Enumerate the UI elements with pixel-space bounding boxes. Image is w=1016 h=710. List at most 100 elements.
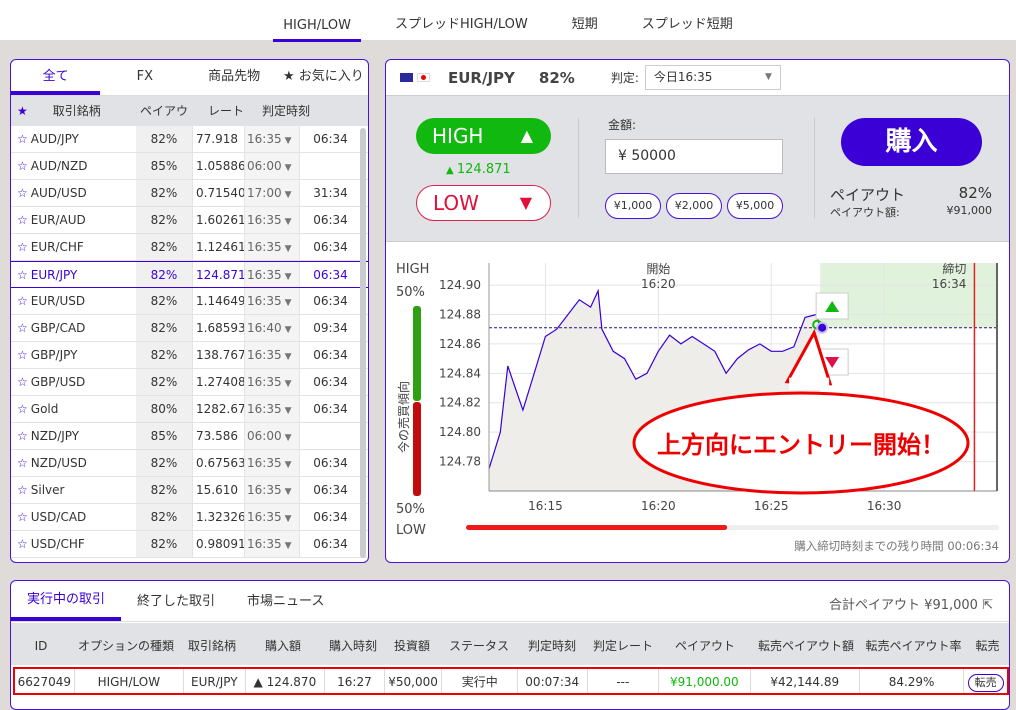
- asset-row[interactable]: ☆ USD/CHF 82% 0.98091 16:35 ▼ 06:34: [11, 531, 368, 558]
- expiry-select[interactable]: 今日16:35 ▼: [644, 65, 781, 90]
- expiry-select[interactable]: 16:35 ▼: [244, 396, 299, 422]
- expiry-select[interactable]: 16:35 ▼: [244, 207, 299, 233]
- expiry-select[interactable]: 16:35 ▼: [244, 477, 299, 503]
- asset-row[interactable]: ☆ AUD/USD 82% 0.71540 17:00 ▼ 31:34: [11, 180, 368, 207]
- expiry-select[interactable]: 16:35 ▼: [244, 288, 299, 314]
- favorite-star-icon[interactable]: ☆: [17, 321, 28, 335]
- remaining-time-label: 購入締切時刻までの残り時間 00:06:34: [794, 539, 999, 553]
- tab-positions[interactable]: 実行中の取引: [11, 583, 122, 621]
- expiry-time: 16:35: [247, 132, 282, 146]
- tab-category[interactable]: ★ お気に入り: [282, 69, 364, 84]
- tab-positions[interactable]: 市場ニュース: [247, 594, 325, 609]
- asset-row[interactable]: ☆ GBP/JPY 82% 138.767 16:35 ▼ 06:34: [11, 342, 368, 369]
- annotation-close-time: 16:34: [932, 277, 967, 291]
- expiry-select[interactable]: 16:35 ▼: [244, 450, 299, 476]
- favorite-star-icon[interactable]: ☆: [17, 510, 28, 524]
- low-button[interactable]: LOW ▼: [416, 185, 551, 221]
- favorite-star-icon[interactable]: ☆: [17, 375, 28, 389]
- asset-symbol-cell: ☆ EUR/USD: [11, 288, 136, 314]
- asset-row[interactable]: ☆ AUD/JPY 82% 77.918 16:35 ▼ 06:34: [11, 126, 368, 153]
- expiry-time: 16:35: [247, 348, 282, 362]
- high-button[interactable]: HIGH ▲: [416, 118, 551, 154]
- table-row[interactable]: 6627049 HIGH/LOW EUR/JPY ▲ 124.870 16:27 ¥50,…: [13, 667, 1009, 695]
- asset-payout: 85%: [136, 153, 192, 179]
- export-icon[interactable]: ⇱: [982, 598, 993, 613]
- asset-row[interactable]: ☆ Silver 82% 15.610 16:35 ▼ 06:34: [11, 477, 368, 504]
- favorite-star-icon[interactable]: ☆: [17, 294, 28, 308]
- scrollbar[interactable]: [360, 128, 366, 558]
- amount-chip-2000[interactable]: ¥2,000: [666, 193, 722, 219]
- asset-row[interactable]: ☆ NZD/USD 82% 0.67563 16:35 ▼ 06:34: [11, 450, 368, 477]
- tab-category[interactable]: 商品先物: [208, 69, 261, 84]
- amount-input[interactable]: ¥ 50000: [605, 139, 783, 174]
- cell-expiry: 00:07:34: [518, 669, 588, 693]
- favorite-star-icon[interactable]: ☆: [17, 456, 28, 470]
- expiry-select[interactable]: 16:35 ▼: [244, 342, 299, 368]
- asset-row[interactable]: ☆ USD/CAD 82% 1.32326 16:35 ▼ 06:34: [11, 504, 368, 531]
- tab-positions[interactable]: 終了した取引: [137, 594, 216, 609]
- positions-table-header: ID オプションの種類 取引銘柄 購入額 購入時刻 投資額 ステータス 判定時刻 判定レート ペイ…: [11, 623, 1009, 665]
- expiry-select[interactable]: 16:35 ▼: [244, 262, 299, 287]
- expiry-select[interactable]: 06:00 ▼: [244, 153, 299, 179]
- favorite-star-icon[interactable]: ☆: [17, 268, 28, 282]
- asset-row[interactable]: ☆ Gold 80% 1282.67 16:35 ▼ 06:34: [11, 396, 368, 423]
- asset-row[interactable]: ☆ GBP/USD 82% 1.27408 16:35 ▼ 06:34: [11, 369, 368, 396]
- favorite-star-icon[interactable]: ☆: [17, 159, 28, 173]
- tab-category[interactable]: 全て: [11, 60, 101, 95]
- favorite-star-icon[interactable]: ☆: [17, 132, 28, 146]
- asset-symbol: NZD/USD: [30, 456, 87, 470]
- asset-row[interactable]: ☆ EUR/AUD 82% 1.60261 16:35 ▼ 06:34: [11, 207, 368, 234]
- chevron-down-icon: ▼: [284, 379, 292, 389]
- expiry-select[interactable]: 16:40 ▼: [244, 315, 299, 341]
- favorite-star-icon[interactable]: ★: [17, 104, 28, 118]
- favorite-star-icon[interactable]: ☆: [17, 348, 28, 362]
- sentiment-low-bar: [413, 402, 421, 496]
- column-header: 判定時刻: [527, 639, 576, 653]
- asset-rate: 1.05886: [192, 153, 246, 179]
- remaining-time: 06:34: [299, 369, 361, 395]
- asset-row[interactable]: ☆ EUR/JPY 82% 124.871 16:35 ▼ 06:34: [11, 261, 368, 288]
- asset-rate: 77.918: [192, 126, 244, 152]
- tab-product[interactable]: 短期: [571, 17, 598, 32]
- asset-row[interactable]: ☆ GBP/CAD 82% 1.68593 16:40 ▼ 09:34: [11, 315, 368, 342]
- tab-product[interactable]: スプレッド短期: [641, 17, 733, 32]
- amount-chip-5000[interactable]: ¥5,000: [727, 193, 783, 219]
- tab-category[interactable]: FX: [136, 69, 154, 84]
- favorite-star-icon[interactable]: ☆: [17, 240, 28, 254]
- cell-resell_amount: ¥42,144.89: [751, 669, 860, 693]
- buy-button[interactable]: 購入: [841, 118, 982, 166]
- asset-row[interactable]: ☆ EUR/CHF 82% 1.12461 16:35 ▼ 06:34: [11, 234, 368, 261]
- expiry-select[interactable]: 16:35 ▼: [244, 504, 299, 530]
- favorite-star-icon[interactable]: ☆: [17, 429, 28, 443]
- x-tick-label: 16:15: [528, 499, 563, 513]
- asset-row[interactable]: ☆ NZD/JPY 85% 73.586 06:00 ▼: [11, 423, 368, 450]
- price-chart-svg: 124.90 124.88 124.86 124.84 124.82 124.80 124.…: [396, 261, 999, 553]
- expiry-select[interactable]: 16:35 ▼: [244, 369, 299, 395]
- column-header: 転売ペイアウト額: [757, 639, 854, 653]
- expiry-select[interactable]: 06:00 ▼: [244, 423, 299, 449]
- expiry-select[interactable]: 16:35 ▼: [244, 234, 299, 260]
- amount-chip-1000[interactable]: ¥1,000: [605, 193, 661, 219]
- tab-product[interactable]: HIGH/LOW: [273, 0, 361, 42]
- resell-button[interactable]: 転売: [967, 674, 1004, 692]
- asset-symbol-cell: ☆ USD/CHF: [11, 531, 136, 557]
- expiry-select[interactable]: 16:35 ▼: [244, 531, 299, 557]
- expiry-select[interactable]: 17:00 ▼: [244, 180, 299, 206]
- asset-symbol-cell: ☆ EUR/CHF: [11, 234, 136, 260]
- asset-payout: 82%: [136, 504, 192, 530]
- y-tick-label: 124.88: [439, 307, 481, 321]
- asset-row[interactable]: ☆ AUD/NZD 85% 1.05886 06:00 ▼: [11, 153, 368, 180]
- chevron-down-icon: ▼: [764, 72, 772, 82]
- favorite-star-icon[interactable]: ☆: [17, 402, 28, 416]
- cell-exp_rate: ---: [588, 669, 660, 693]
- favorite-star-icon[interactable]: ☆: [17, 213, 28, 227]
- favorite-star-icon[interactable]: ☆: [17, 483, 28, 497]
- tab-product[interactable]: スプレッドHIGH/LOW: [394, 17, 528, 32]
- favorite-star-icon[interactable]: ☆: [17, 186, 28, 200]
- column-header: 取引銘柄: [187, 639, 236, 653]
- chevron-down-icon: ▼: [284, 487, 292, 497]
- favorite-star-icon[interactable]: ☆: [17, 537, 28, 551]
- expiry-select[interactable]: 16:35 ▼: [244, 126, 299, 152]
- asset-rate: 0.98091: [192, 531, 246, 557]
- asset-row[interactable]: ☆ EUR/USD 82% 1.14649 16:35 ▼ 06:34: [11, 288, 368, 315]
